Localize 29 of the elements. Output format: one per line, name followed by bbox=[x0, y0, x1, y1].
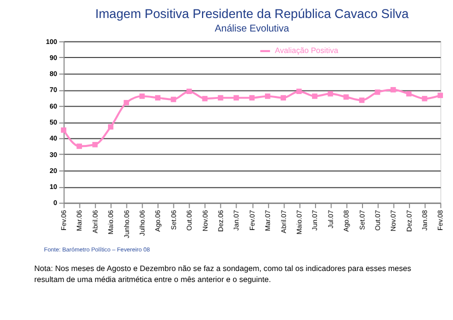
point bbox=[264, 94, 270, 99]
text: Nota: Nos meses de Agosto e Dezembro não se faz a sondagem, como tal os indicadores para esses meses resultam de uma média aritmética entre o mês anterior e o seguinte. bbox=[34, 264, 412, 284]
point bbox=[296, 88, 302, 94]
point bbox=[170, 96, 176, 102]
point bbox=[202, 96, 208, 102]
point bbox=[280, 95, 286, 100]
legend-label: Avaliação Positiva bbox=[274, 46, 339, 56]
point bbox=[92, 142, 98, 148]
point bbox=[249, 95, 255, 100]
point bbox=[328, 91, 334, 96]
point bbox=[76, 144, 82, 149]
point bbox=[139, 94, 145, 99]
point bbox=[359, 98, 364, 103]
chart-subtitle: Análise Evolutiva bbox=[214, 24, 290, 35]
point bbox=[60, 127, 66, 133]
point bbox=[218, 95, 224, 100]
point bbox=[155, 95, 160, 100]
point bbox=[374, 89, 380, 95]
point bbox=[406, 91, 412, 96]
point bbox=[234, 95, 239, 100]
point bbox=[390, 87, 396, 92]
point bbox=[438, 92, 443, 98]
point bbox=[108, 124, 114, 130]
point bbox=[186, 88, 192, 94]
point bbox=[124, 100, 130, 106]
point bbox=[422, 96, 428, 102]
point bbox=[312, 94, 318, 99]
chart-title: Imagem Positiva Presidente da República Cavaco Silva bbox=[95, 6, 410, 21]
point bbox=[343, 94, 349, 100]
